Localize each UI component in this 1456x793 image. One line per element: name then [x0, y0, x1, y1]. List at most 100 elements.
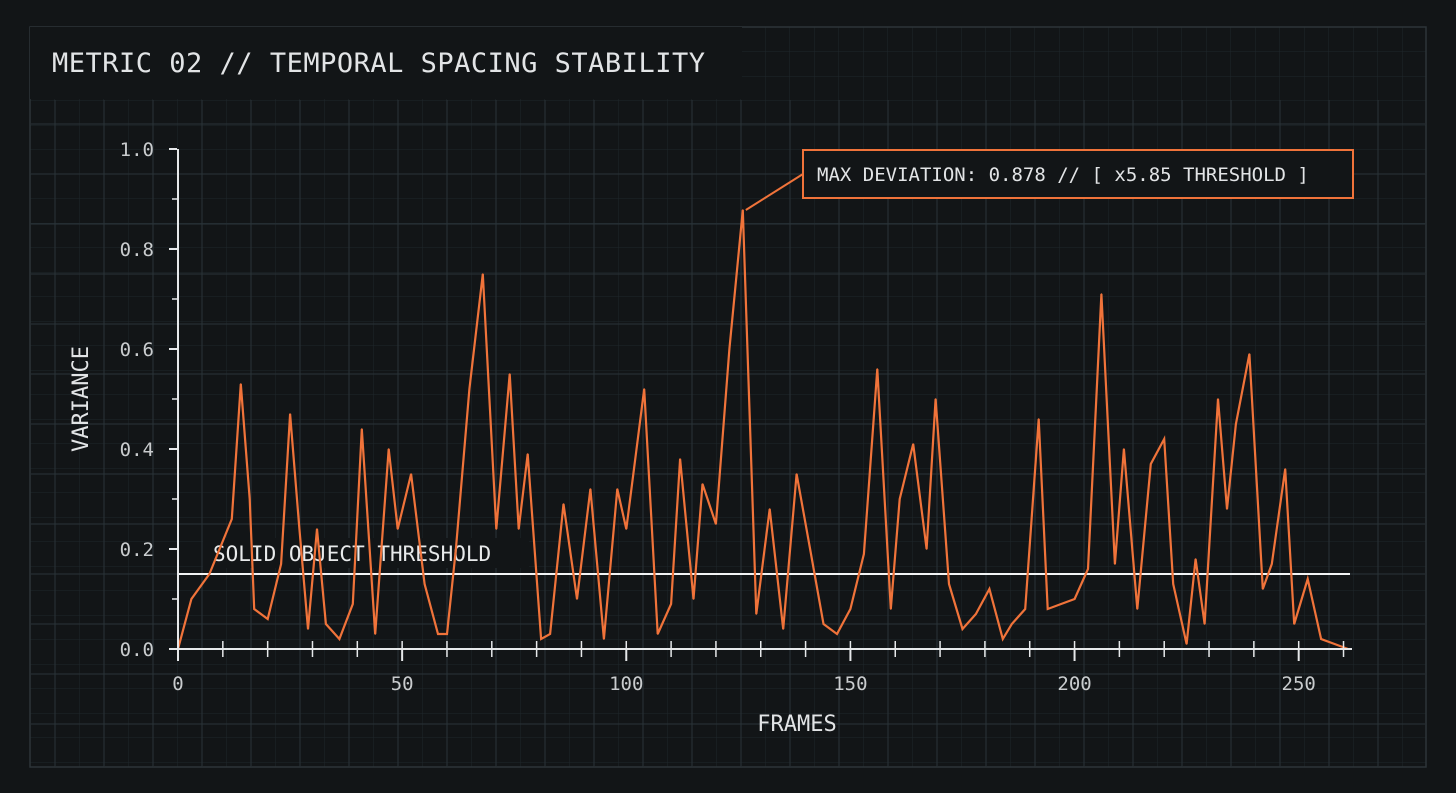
data-point: [679, 458, 681, 460]
annotation-group: MAX DEVIATION: 0.878 // [ x5.85 THRESHOL…: [745, 149, 1354, 211]
data-point: [562, 503, 565, 505]
data-point: [643, 388, 646, 390]
data-point: [1037, 418, 1040, 420]
data-point: [782, 628, 784, 630]
data-point: [549, 633, 551, 635]
x-tick-label: 200: [1057, 673, 1091, 695]
data-point: [1172, 583, 1174, 585]
data-point: [410, 473, 412, 475]
data-point: [656, 633, 659, 635]
data-point: [912, 443, 914, 445]
data-point: [266, 618, 269, 620]
data-point: [742, 209, 744, 211]
data-point: [239, 383, 242, 385]
data-point: [517, 528, 520, 530]
y-tick-label: 0.2: [120, 539, 154, 561]
data-point: [316, 528, 318, 530]
data-point: [468, 388, 471, 390]
data-point: [1163, 438, 1166, 440]
y-tick-label: 0.8: [120, 239, 154, 261]
data-point: [822, 623, 825, 625]
data-point: [446, 633, 448, 635]
data-point: [230, 518, 233, 520]
data-point: [338, 638, 341, 640]
data-point: [603, 638, 605, 640]
data-point: [208, 573, 211, 575]
data-point: [396, 528, 399, 530]
data-point: [1262, 588, 1264, 590]
data-point: [988, 588, 991, 590]
data-point: [482, 273, 484, 275]
data-point: [1024, 608, 1027, 610]
data-point: [325, 623, 327, 625]
x-tick-label: 150: [833, 673, 867, 695]
y-tick-label: 0.0: [120, 639, 154, 661]
data-point: [849, 608, 852, 610]
threshold-label: SOLID OBJECT THRESHOLD: [213, 542, 491, 566]
data-point: [876, 368, 879, 370]
data-point: [768, 508, 771, 510]
data-point: [1293, 623, 1296, 625]
data-point: [728, 348, 731, 350]
data-point: [925, 548, 928, 550]
data-point: [360, 428, 363, 430]
y-tick-label: 0.6: [120, 339, 154, 361]
threshold-label-backdrop: [203, 538, 529, 568]
data-point: [352, 603, 354, 605]
data-point: [863, 553, 865, 555]
data-point: [692, 598, 695, 600]
data-point: [540, 638, 542, 640]
x-axis-label: FRAMES: [757, 712, 836, 737]
data-point: [1284, 468, 1287, 470]
x-tick-label: 250: [1282, 673, 1316, 695]
data-point: [1217, 398, 1219, 400]
data-point: [1002, 638, 1004, 640]
data-point: [1100, 293, 1103, 295]
data-point: [1114, 563, 1116, 565]
title-backdrop: [30, 27, 742, 99]
data-point: [248, 498, 251, 500]
data-point: [1306, 578, 1309, 580]
data-point: [670, 603, 672, 605]
data-point: [1123, 448, 1125, 450]
data-point: [755, 613, 758, 615]
data-point: [975, 613, 977, 615]
data-point: [1203, 623, 1206, 625]
y-tick-label: 0.4: [120, 439, 154, 461]
threshold-group: SOLID OBJECT THRESHOLD: [178, 538, 1350, 575]
y-axis-label: VARIANCE: [69, 346, 94, 452]
data-point: [948, 583, 950, 585]
series-group: [176, 209, 1349, 651]
data-point: [701, 483, 704, 485]
data-point: [1235, 423, 1237, 425]
data-point: [253, 608, 256, 610]
data-point: [625, 528, 628, 530]
y-tick-label: 1.0: [120, 139, 154, 161]
x-tick-label: 50: [391, 673, 414, 695]
axes: 0.0 0.2 0.4 0.6 0.8 1.0 0 50 100 150 200 250: [120, 139, 1352, 695]
data-point: [1149, 463, 1152, 465]
data-point: [1046, 608, 1049, 610]
x-tick-label: 100: [609, 673, 643, 695]
data-point: [1333, 643, 1336, 645]
data-point: [795, 473, 798, 475]
data-point: [836, 633, 838, 635]
data-point: [1270, 563, 1273, 565]
data-point: [1226, 508, 1228, 510]
data-point: [889, 608, 892, 610]
annotation-text: MAX DEVIATION: 0.878 // [ x5.85 THRESHOL…: [817, 164, 1309, 186]
data-point: [1185, 643, 1188, 645]
data-point: [437, 633, 439, 635]
data-point: [526, 453, 529, 455]
data-point: [495, 528, 498, 530]
data-point: [289, 413, 291, 415]
x-tick-label: 0: [172, 673, 183, 695]
data-point: [715, 523, 717, 525]
data-point: [1136, 608, 1139, 610]
data-point: [934, 398, 937, 400]
annotation-leader-line: [745, 173, 804, 211]
data-point: [508, 373, 511, 375]
data-point: [1060, 603, 1062, 605]
